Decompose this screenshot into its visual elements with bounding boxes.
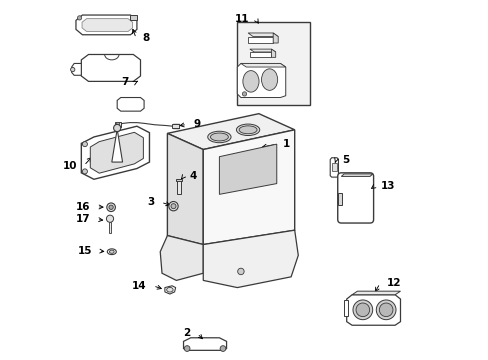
Polygon shape xyxy=(351,291,400,295)
Polygon shape xyxy=(90,132,143,173)
Text: 4: 4 xyxy=(190,171,197,181)
Ellipse shape xyxy=(355,303,369,317)
Bar xyxy=(172,124,178,128)
Polygon shape xyxy=(249,49,275,52)
Polygon shape xyxy=(237,63,285,98)
Text: 3: 3 xyxy=(147,197,154,207)
Bar xyxy=(108,222,111,233)
Polygon shape xyxy=(219,144,276,194)
Text: 10: 10 xyxy=(63,161,77,171)
Circle shape xyxy=(220,346,225,351)
Ellipse shape xyxy=(236,124,259,135)
Text: 12: 12 xyxy=(386,278,400,288)
Circle shape xyxy=(82,141,87,147)
Polygon shape xyxy=(112,129,122,162)
Polygon shape xyxy=(164,286,175,294)
Polygon shape xyxy=(72,63,81,75)
Text: 16: 16 xyxy=(76,202,90,212)
Text: 6: 6 xyxy=(121,100,128,111)
Circle shape xyxy=(168,202,178,211)
Polygon shape xyxy=(117,98,144,111)
Text: 11: 11 xyxy=(235,14,249,24)
Polygon shape xyxy=(249,52,271,57)
Circle shape xyxy=(184,346,190,351)
Ellipse shape xyxy=(166,287,173,292)
Circle shape xyxy=(106,203,115,212)
Ellipse shape xyxy=(109,250,114,253)
Polygon shape xyxy=(81,54,140,81)
Polygon shape xyxy=(273,33,278,43)
Polygon shape xyxy=(81,126,149,179)
Circle shape xyxy=(70,67,75,72)
Ellipse shape xyxy=(243,71,259,92)
Circle shape xyxy=(237,268,244,275)
Circle shape xyxy=(113,125,121,132)
Text: 2: 2 xyxy=(183,328,190,338)
Polygon shape xyxy=(183,338,226,350)
Circle shape xyxy=(171,204,176,209)
FancyBboxPatch shape xyxy=(337,173,373,223)
Circle shape xyxy=(242,92,246,96)
Polygon shape xyxy=(82,19,132,32)
Polygon shape xyxy=(247,37,273,43)
Ellipse shape xyxy=(379,303,392,317)
Polygon shape xyxy=(203,130,294,244)
Ellipse shape xyxy=(352,300,372,320)
Ellipse shape xyxy=(207,131,230,143)
Circle shape xyxy=(116,122,120,126)
Polygon shape xyxy=(167,134,203,244)
Circle shape xyxy=(77,16,81,20)
Polygon shape xyxy=(343,300,348,316)
Circle shape xyxy=(106,215,113,222)
Ellipse shape xyxy=(239,126,257,134)
Polygon shape xyxy=(130,15,137,21)
Polygon shape xyxy=(337,193,342,205)
Text: 7: 7 xyxy=(121,77,128,87)
Polygon shape xyxy=(329,158,338,177)
Polygon shape xyxy=(76,15,137,35)
Bar xyxy=(236,22,309,105)
Ellipse shape xyxy=(376,300,395,320)
Text: 9: 9 xyxy=(193,120,200,129)
Polygon shape xyxy=(346,295,400,325)
Bar xyxy=(176,179,182,181)
Text: 1: 1 xyxy=(283,139,290,149)
Circle shape xyxy=(82,169,87,174)
Polygon shape xyxy=(203,230,298,288)
Text: 14: 14 xyxy=(132,281,146,291)
Ellipse shape xyxy=(107,249,116,255)
Polygon shape xyxy=(271,49,275,57)
Text: 17: 17 xyxy=(76,215,90,224)
Ellipse shape xyxy=(261,69,277,90)
Polygon shape xyxy=(247,33,278,37)
Bar xyxy=(332,163,336,171)
Text: 5: 5 xyxy=(342,155,349,165)
Polygon shape xyxy=(160,235,203,280)
Circle shape xyxy=(109,205,113,210)
Polygon shape xyxy=(341,174,372,176)
Text: 13: 13 xyxy=(380,181,394,192)
Ellipse shape xyxy=(210,133,228,141)
Text: 15: 15 xyxy=(78,246,92,256)
Polygon shape xyxy=(167,114,294,149)
Bar xyxy=(115,122,121,127)
Bar xyxy=(177,180,181,194)
Text: 8: 8 xyxy=(142,33,150,43)
Polygon shape xyxy=(241,63,285,67)
